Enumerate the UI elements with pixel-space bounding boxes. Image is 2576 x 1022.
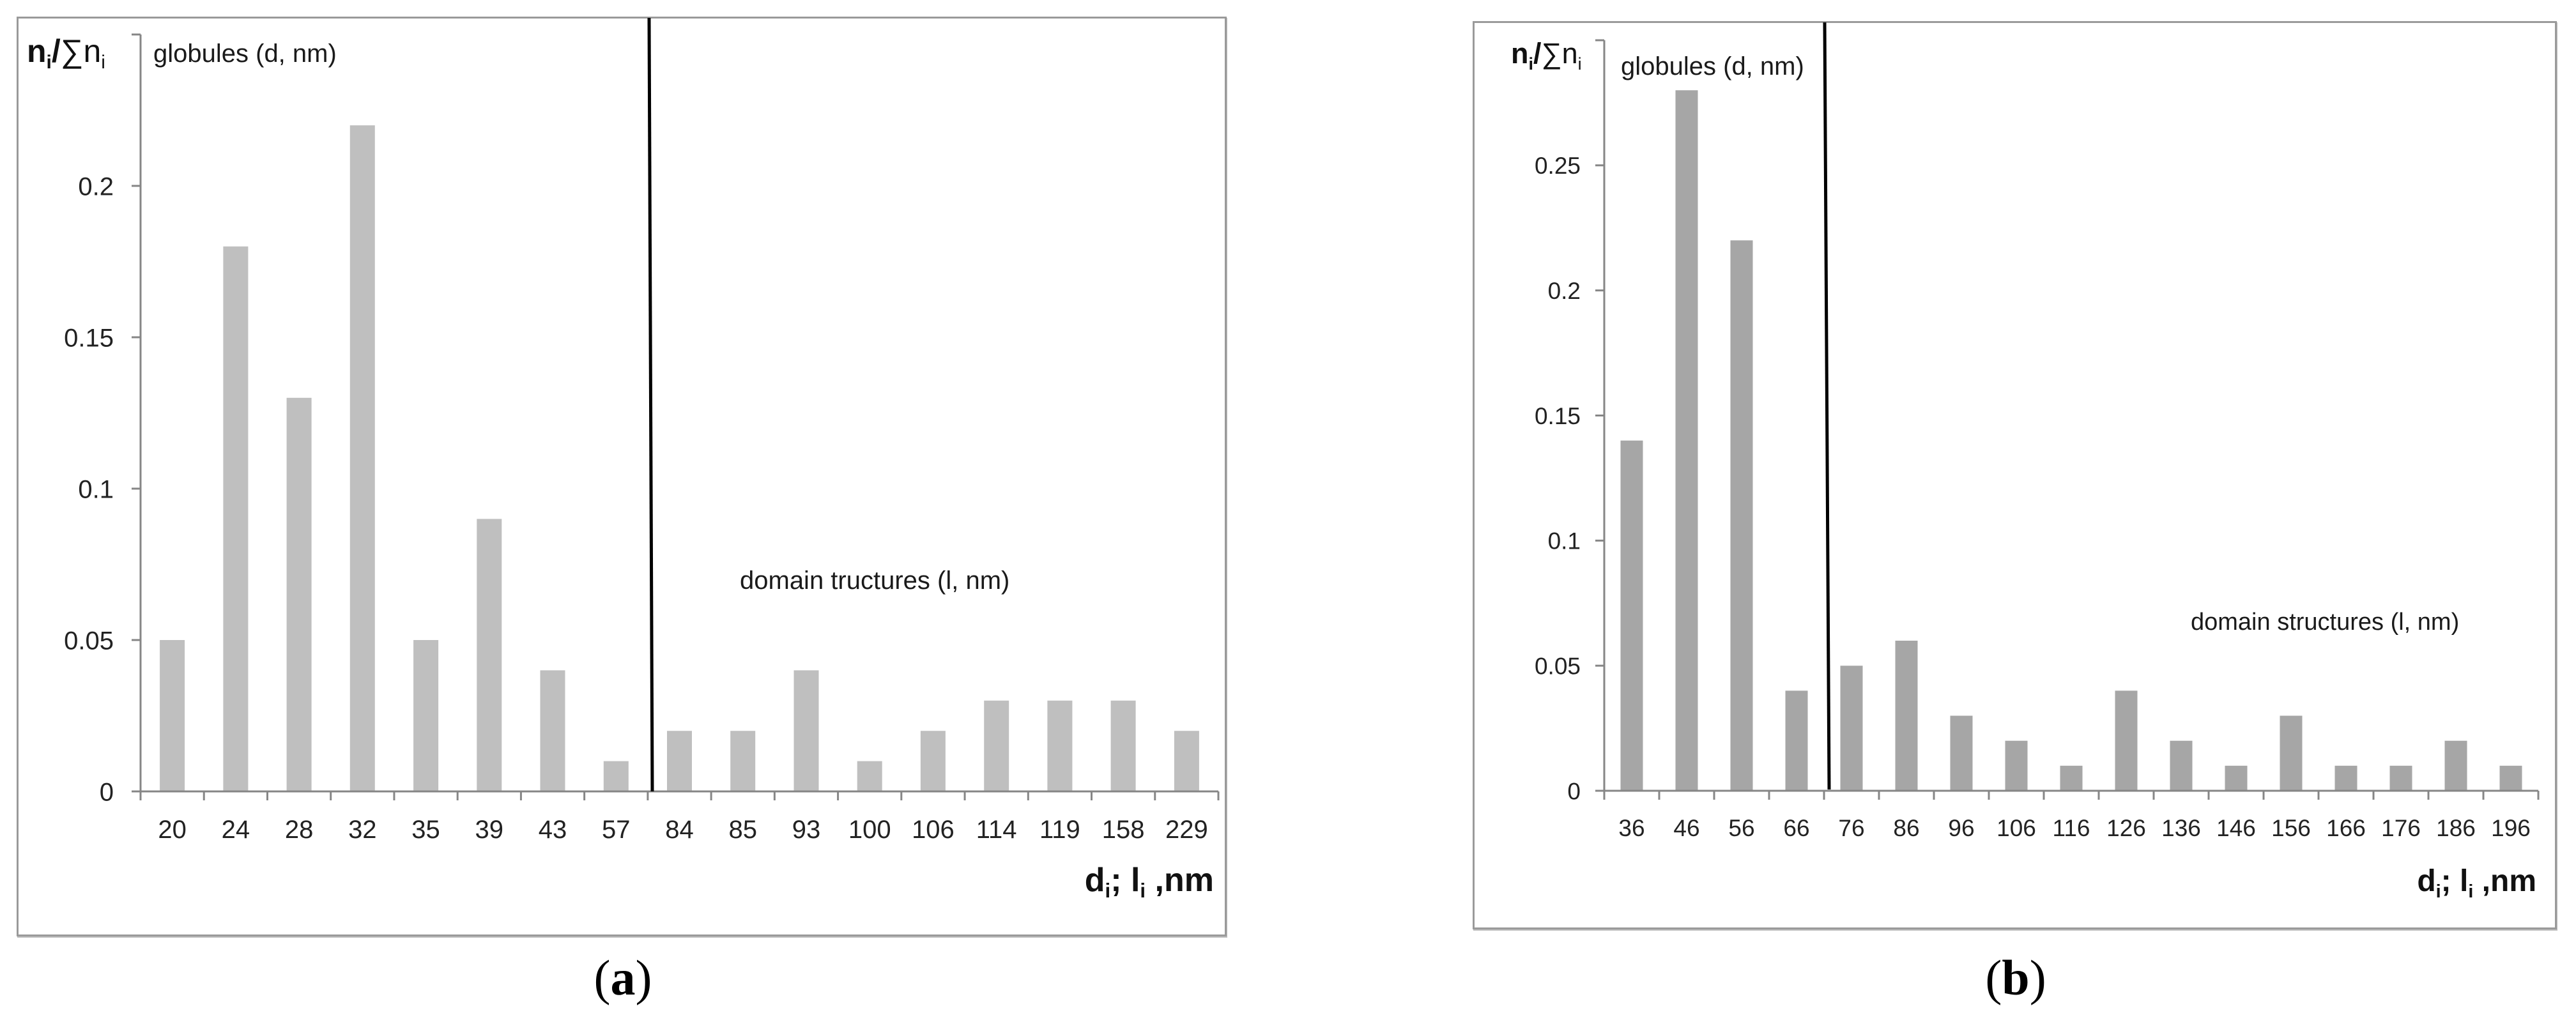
bar-156 (2280, 715, 2303, 791)
y-tick-label: 0.25 (1535, 153, 1581, 179)
bar-84 (667, 731, 692, 791)
x-tick-label: 32 (348, 816, 377, 844)
bar-106 (920, 731, 946, 791)
bar-158 (1110, 700, 1136, 791)
x-tick-label: 57 (602, 816, 631, 844)
x-tick-label: 166 (2326, 815, 2366, 841)
y-tick-label: 0 (1567, 778, 1581, 804)
bar-100 (857, 761, 882, 791)
bar-24 (223, 246, 249, 791)
x-tick-label: 36 (1618, 815, 1644, 841)
y-tick-label: 0 (100, 778, 114, 806)
x-tick-label: 119 (1039, 816, 1080, 844)
bar-119 (1047, 700, 1073, 791)
x-tick-label: 114 (976, 816, 1017, 844)
bar-32 (349, 125, 375, 792)
y-tick-label: 0.15 (64, 324, 114, 352)
bar-43 (540, 670, 565, 791)
bar-36 (1620, 440, 1643, 791)
domain-structures-region-label: domain structures (l, nm) (2191, 609, 2459, 636)
x-tick-label: 106 (1997, 815, 2036, 841)
x-tick-label: 116 (2053, 815, 2090, 841)
y-tick-label: 0.2 (78, 172, 114, 201)
x-axis-title: di; li ,nm (2417, 864, 2536, 902)
bar-196 (2499, 765, 2522, 791)
globules-region-label: globules (d, nm) (1621, 52, 1804, 80)
region-divider-line (647, 17, 654, 792)
bar-136 (2170, 740, 2193, 791)
x-tick-label: 126 (2106, 815, 2146, 841)
bar-229 (1174, 731, 1199, 791)
bar-106 (2005, 740, 2028, 791)
bar-46 (1675, 90, 1698, 791)
x-tick-label: 85 (728, 816, 757, 844)
x-tick-label: 43 (539, 816, 567, 844)
x-tick-label: 229 (1165, 816, 1208, 844)
x-tick-label: 96 (1948, 815, 1974, 841)
bar-35 (413, 640, 439, 791)
caption-b: (b) (1985, 950, 2046, 1005)
x-tick-label: 86 (1893, 815, 1919, 841)
bar-66 (1785, 690, 1808, 791)
x-tick-label: 39 (475, 816, 504, 844)
bar-126 (2115, 690, 2138, 791)
domain-structures-region-label: domain tructures (l, nm) (740, 567, 1009, 595)
x-tick-label: 35 (411, 816, 440, 844)
bar-86 (1895, 641, 1918, 791)
x-axis-title: di; li ,nm (1085, 862, 1214, 902)
bar-76 (1840, 666, 1863, 791)
bar-176 (2389, 765, 2412, 791)
bar-56 (1730, 240, 1753, 791)
bar-series (1620, 90, 2522, 791)
x-tick-label: 158 (1102, 816, 1145, 844)
bar-186 (2444, 740, 2467, 791)
y-tick-label: 0.05 (1535, 653, 1581, 679)
y-axis-title: ni/∑ni (27, 33, 105, 73)
x-tick-label: 106 (912, 816, 954, 844)
region-divider-line (1823, 22, 1831, 790)
globules-region-label: globules (d, nm) (153, 40, 337, 68)
bar-116 (2060, 765, 2083, 791)
caption-letter-b: b (2002, 950, 2030, 1005)
y-tick-label: 0.1 (1548, 528, 1581, 554)
bar-57 (603, 761, 629, 791)
x-tick-label: 76 (1838, 815, 1864, 841)
bar-93 (793, 670, 819, 791)
x-tick-label: 186 (2436, 815, 2476, 841)
x-tick-label: 56 (1728, 815, 1754, 841)
x-tick-label: 156 (2271, 815, 2311, 841)
x-tick-label: 24 (222, 816, 250, 844)
bar-114 (984, 700, 1009, 791)
bar-39 (477, 519, 502, 791)
bar-20 (160, 640, 185, 791)
caption-a: (a) (594, 950, 652, 1005)
y-tick-label: 0.1 (78, 475, 114, 503)
bar-166 (2334, 765, 2358, 791)
x-tick-label: 146 (2216, 815, 2256, 841)
x-tick-label: 176 (2381, 815, 2421, 841)
bar-96 (1950, 715, 1973, 791)
x-tick-label: 28 (285, 816, 314, 844)
x-tick-label: 66 (1783, 815, 1809, 841)
x-tick-label: 46 (1673, 815, 1699, 841)
bar-28 (286, 397, 312, 791)
x-tick-label: 20 (158, 816, 187, 844)
x-tick-label: 196 (2491, 815, 2531, 841)
y-tick-label: 0.2 (1548, 278, 1581, 304)
x-tick-label: 84 (665, 816, 694, 844)
caption-letter-a: a (610, 950, 636, 1005)
x-tick-label: 100 (848, 816, 891, 844)
bar-146 (2225, 765, 2248, 791)
bar-85 (730, 731, 756, 791)
bar-series (160, 125, 1199, 792)
y-axis-title: ni/∑ni (1511, 37, 1582, 73)
x-tick-label: 93 (792, 816, 821, 844)
y-tick-label: 0.05 (64, 627, 114, 655)
x-tick-label: 136 (2161, 815, 2201, 841)
y-tick-label: 0.15 (1535, 403, 1581, 429)
